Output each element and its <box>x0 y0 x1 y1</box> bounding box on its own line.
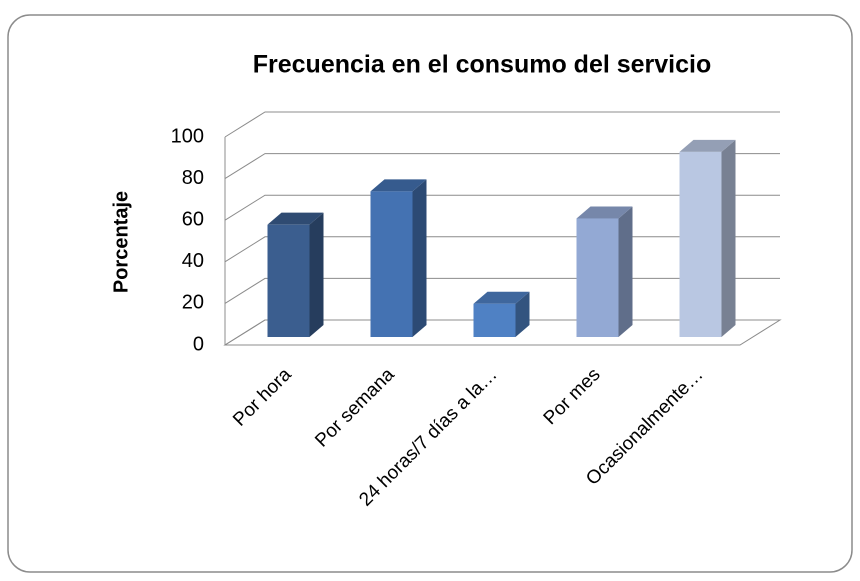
y-tick-label: 40 <box>182 250 204 272</box>
bar <box>473 303 516 337</box>
y-tick-label: 80 <box>182 167 204 189</box>
bar-side <box>309 212 324 337</box>
y-tick-label: 60 <box>182 208 204 230</box>
chart-title: Frecuencia en el consumo del servicio <box>253 51 712 79</box>
grid-line <box>224 194 780 221</box>
y-tick-label: 20 <box>182 292 204 314</box>
y-tick-label: 100 <box>171 125 204 147</box>
grid-line <box>224 153 780 180</box>
bar-top <box>679 139 736 152</box>
bar-top <box>576 206 633 219</box>
bar-top <box>473 291 530 304</box>
bar-top <box>370 179 427 192</box>
bar-side <box>515 291 530 337</box>
bar-top <box>267 212 324 225</box>
grid-line <box>224 111 780 138</box>
bar <box>267 224 310 337</box>
y-tick-label: 0 <box>193 333 204 355</box>
bar-side <box>618 206 633 337</box>
bar-side <box>721 139 736 337</box>
bar-side <box>412 179 427 337</box>
bar <box>370 191 413 337</box>
bar <box>679 151 722 337</box>
chart-frame <box>7 14 853 573</box>
bar <box>576 218 619 337</box>
y-axis-label: Porcentaje <box>110 191 132 293</box>
